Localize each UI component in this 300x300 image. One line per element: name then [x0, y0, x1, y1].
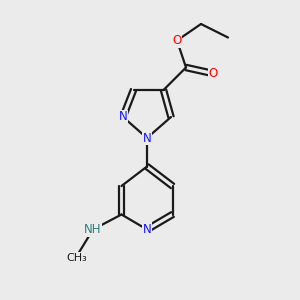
- Text: N: N: [142, 131, 152, 145]
- Text: O: O: [172, 34, 182, 47]
- Text: NH: NH: [84, 223, 102, 236]
- Text: N: N: [142, 223, 152, 236]
- Text: CH₃: CH₃: [66, 253, 87, 263]
- Text: O: O: [208, 67, 217, 80]
- Text: N: N: [118, 110, 127, 124]
